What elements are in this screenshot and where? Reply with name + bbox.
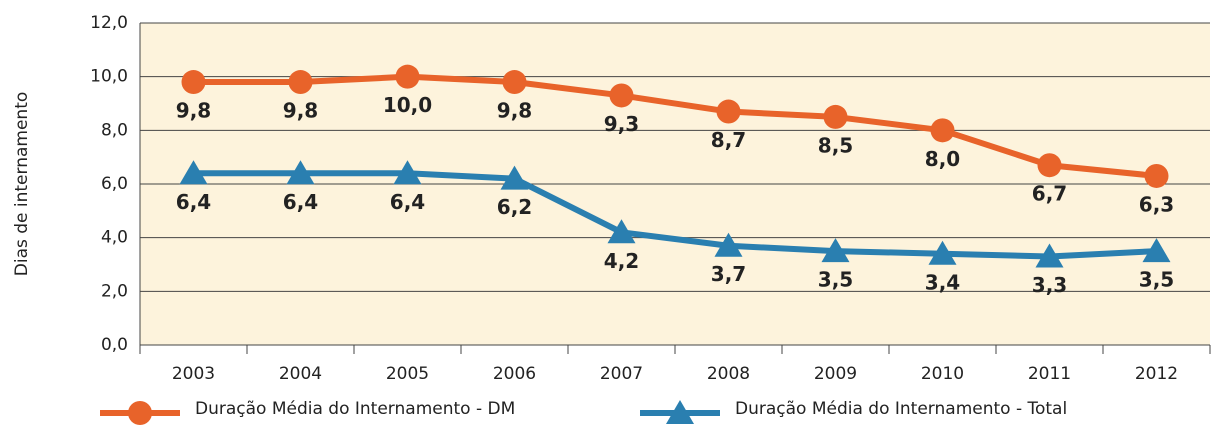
y-tick-label: 0,0: [101, 335, 128, 355]
x-tick-label: 2008: [707, 364, 750, 384]
x-tick-label: 2009: [814, 364, 857, 384]
series-line: [193, 170, 1157, 260]
y-tick-label: 8,0: [101, 120, 128, 140]
x-tick-label: 2003: [172, 364, 215, 384]
x-tick-label: 2007: [600, 364, 643, 384]
y-tick-label: 2,0: [101, 281, 128, 301]
y-tick-label: 4,0: [101, 228, 128, 248]
marker: [1144, 163, 1169, 188]
x-tick-label: 2010: [921, 364, 964, 384]
marker: [716, 99, 741, 124]
marker: [288, 70, 313, 95]
legend-label: Duração Média do Internamento - DM: [195, 399, 515, 419]
value-label: 6,7: [1032, 182, 1067, 206]
value-label: 8,0: [925, 147, 960, 171]
marker: [666, 400, 694, 424]
x-tick-label: 2006: [493, 364, 536, 384]
value-label: 8,7: [711, 128, 746, 152]
marker: [930, 118, 955, 143]
y-tick-label: 6,0: [101, 174, 128, 194]
value-label: 3,3: [1032, 273, 1067, 297]
marker: [500, 165, 529, 190]
marker: [928, 240, 957, 265]
marker: [823, 104, 848, 129]
value-label: 3,5: [818, 268, 853, 292]
marker: [181, 70, 206, 95]
value-label: 9,8: [497, 99, 532, 123]
marker: [714, 232, 743, 257]
marker: [609, 83, 634, 108]
value-label: 6,4: [390, 190, 425, 214]
marker: [1037, 153, 1062, 178]
value-label: 3,7: [711, 262, 746, 286]
y-axis-label: Dias de internamento: [12, 92, 32, 277]
value-label: 3,4: [925, 270, 960, 294]
marker: [502, 70, 527, 95]
marker: [128, 401, 152, 425]
value-label: 4,2: [604, 249, 639, 273]
x-tick-label: 2011: [1028, 364, 1071, 384]
marker: [393, 160, 422, 185]
marker: [395, 64, 420, 89]
value-label: 6,4: [176, 190, 211, 214]
value-label: 10,0: [383, 93, 432, 117]
value-label: 9,8: [283, 99, 318, 123]
series-line: [193, 73, 1157, 179]
legend-label: Duração Média do Internamento - Total: [735, 399, 1067, 419]
value-label: 6,2: [497, 195, 532, 219]
value-label: 6,3: [1139, 192, 1174, 216]
marker: [1035, 243, 1064, 268]
value-label: 6,4: [283, 190, 318, 214]
value-label: 9,3: [604, 112, 639, 136]
marker: [821, 238, 850, 263]
x-tick-label: 2012: [1135, 364, 1178, 384]
marker: [179, 160, 208, 185]
value-label: 8,5: [818, 133, 853, 157]
marker: [1142, 238, 1171, 263]
marker: [607, 219, 636, 244]
value-label: 9,8: [176, 99, 211, 123]
marker: [286, 160, 315, 185]
value-label: 3,5: [1139, 268, 1174, 292]
y-tick-label: 12,0: [90, 13, 128, 33]
y-tick-label: 10,0: [90, 67, 128, 87]
x-tick-label: 2005: [386, 364, 429, 384]
x-tick-label: 2004: [279, 364, 322, 384]
